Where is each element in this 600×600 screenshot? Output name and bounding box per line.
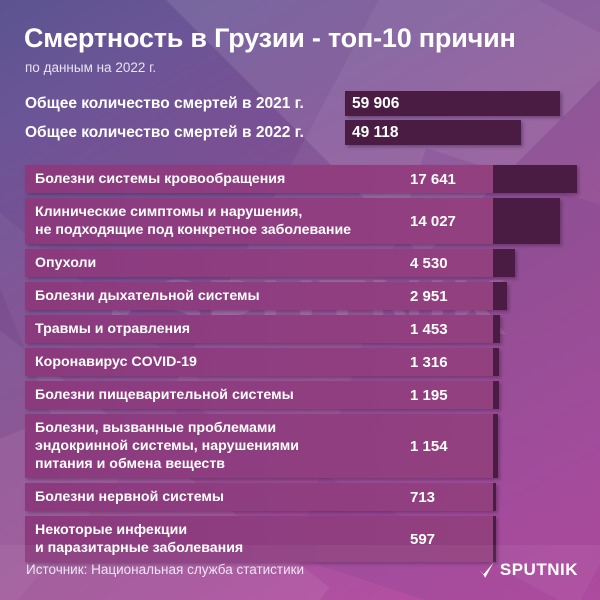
cause-row: Болезни пищеварительной системы 1 195 — [25, 381, 575, 409]
causes-list: Болезни системы кровообращения 17 641 Клин… — [25, 165, 577, 567]
cause-label: Болезни пищеварительной системы — [35, 387, 294, 403]
cause-row: Болезни, вызванные проблемами эндокринно… — [25, 414, 575, 478]
cause-label: Болезни, вызванные проблемами эндокринно… — [35, 420, 300, 472]
total-row: Общее количество смертей в 2022 г. 49 11… — [25, 120, 575, 145]
cause-value: 1 154 — [410, 437, 448, 455]
cause-plate: Травмы и отравления 1 453 — [25, 315, 493, 343]
cause-plate: Болезни нервной системы 713 — [25, 483, 493, 511]
cause-value: 597 — [410, 530, 436, 548]
cause-row: Болезни дыхательной системы 2 951 — [25, 282, 575, 310]
page-title: Смертность в Грузии - топ-10 причин — [24, 23, 516, 53]
cause-plate: Опухоли 4 530 — [25, 249, 493, 277]
cause-plate: Болезни, вызванные проблемами эндокринно… — [25, 414, 493, 478]
cause-plate: Болезни системы кровообращения 17 641 — [25, 165, 493, 193]
cause-value: 4 530 — [410, 254, 448, 272]
sputnik-logo-text: SPUTNIK — [499, 560, 578, 579]
cause-value: 713 — [410, 488, 436, 506]
cause-value: 17 641 — [410, 170, 456, 188]
total-row: Общее количество смертей в 2021 г. 59 90… — [25, 91, 575, 116]
source-note: Источник: Национальная служба статистики — [26, 562, 305, 577]
cause-plate: Болезни пищеварительной системы 1 195 — [25, 381, 493, 409]
cause-label: Некоторые инфекции и паразитарные заболе… — [35, 522, 244, 556]
total-label: Общее количество смертей в 2021 г. — [25, 95, 304, 112]
total-label: Общее количество смертей в 2022 г. — [25, 124, 304, 141]
checkmark-tick-icon — [478, 562, 494, 578]
total-value: 49 118 — [352, 124, 399, 141]
cause-label: Болезни дыхательной системы — [35, 288, 260, 304]
cause-label: Болезни системы кровообращения — [35, 171, 286, 187]
cause-value: 1 195 — [410, 386, 448, 404]
cause-row: Травмы и отравления 1 453 — [25, 315, 575, 343]
cause-label: Коронавирус COVID-19 — [35, 354, 197, 370]
cause-row: Клинические симптомы и нарушения, не под… — [25, 198, 575, 244]
total-value: 59 906 — [352, 95, 400, 112]
total-bar — [345, 91, 560, 116]
totals-section: Общее количество смертей в 2021 г. 59 90… — [25, 91, 575, 149]
cause-plate: Некоторые инфекции и паразитарные заболе… — [25, 516, 493, 562]
cause-label: Опухоли — [35, 255, 97, 271]
cause-value: 1 453 — [410, 320, 448, 338]
cause-plate: Коронавирус COVID-19 1 316 — [25, 348, 493, 376]
total-bar — [345, 120, 521, 145]
cause-label: Травмы и отравления — [35, 321, 191, 337]
cause-label: Болезни нервной системы — [35, 489, 225, 505]
cause-value: 2 951 — [410, 287, 448, 305]
cause-row: Болезни нервной системы 713 — [25, 483, 575, 511]
cause-row: Опухоли 4 530 — [25, 249, 575, 277]
cause-value: 1 316 — [410, 353, 448, 371]
sputnik-logo: SPUTNIK — [478, 560, 578, 580]
cause-row: Болезни системы кровообращения 17 641 — [25, 165, 577, 193]
cause-row: Некоторые инфекции и паразитарные заболе… — [25, 516, 575, 562]
footer-band — [0, 545, 600, 600]
page-subtitle: по данным на 2022 г. — [25, 60, 157, 75]
cause-label: Клинические симптомы и нарушения, не под… — [35, 204, 352, 238]
cause-value: 14 027 — [410, 212, 456, 230]
cause-plate: Болезни дыхательной системы 2 951 — [25, 282, 493, 310]
cause-row: Коронавирус COVID-19 1 316 — [25, 348, 575, 376]
cause-plate: Клинические симптомы и нарушения, не под… — [25, 198, 493, 244]
